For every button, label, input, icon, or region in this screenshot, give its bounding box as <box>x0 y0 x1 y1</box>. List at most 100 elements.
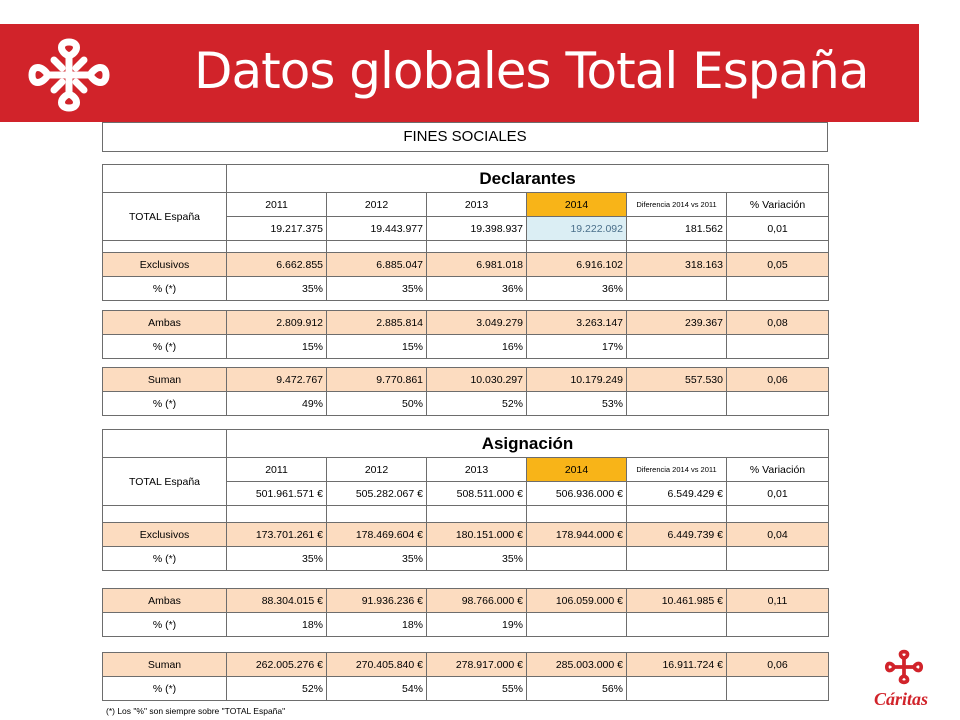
caritas-wordmark: Cáritas <box>874 689 929 709</box>
total-label: TOTAL España <box>102 457 227 506</box>
group-label: Ambas <box>102 310 227 335</box>
group-label: Exclusivos <box>102 522 227 547</box>
pct-cell <box>726 546 829 571</box>
pct-cell <box>726 276 829 301</box>
value-cell: 0,06 <box>726 652 829 677</box>
value-cell: 6.916.102 <box>526 252 627 277</box>
pct-label: % (*) <box>102 612 227 637</box>
pct-cell <box>726 334 829 359</box>
caritas-cross-icon <box>28 38 110 112</box>
section-title-box: FINES SOCIALES <box>102 122 828 152</box>
value-cell: 9.770.861 <box>326 367 427 392</box>
col-header: 2012 <box>326 192 427 217</box>
value-cell: 10.461.985 € <box>626 588 727 613</box>
value-cell: 270.405.840 € <box>326 652 427 677</box>
pct-cell <box>626 546 727 571</box>
group-label: Suman <box>102 652 227 677</box>
value-cell: 0,04 <box>726 522 829 547</box>
pct-label: % (*) <box>102 676 227 701</box>
pct-cell <box>726 676 829 701</box>
value-cell: 0,06 <box>726 367 829 392</box>
declarantes-total-table: Declarantes TOTAL España 2011 2012 2013 … <box>102 164 830 265</box>
pct-cell: 15% <box>326 334 427 359</box>
caritas-cross-icon <box>884 649 924 685</box>
pct-cell: 54% <box>326 676 427 701</box>
col-header: 2011 <box>226 192 327 217</box>
caritas-logo: Cáritas <box>874 645 950 715</box>
col-header: % Variación <box>726 457 829 482</box>
pct-label: % (*) <box>102 391 227 416</box>
value-cell: 262.005.276 € <box>226 652 327 677</box>
pct-label: % (*) <box>102 276 227 301</box>
asignacion-suman-table: Suman 262.005.276 €270.405.840 €278.917.0… <box>102 652 829 701</box>
value-cell: 178.944.000 € <box>526 522 627 547</box>
section-title: FINES SOCIALES <box>403 128 527 145</box>
col-header: Diferencia 2014 vs 2011 <box>626 457 727 482</box>
value-cell: 19.398.937 <box>426 216 527 241</box>
value-cell: 505.282.067 € <box>326 481 427 506</box>
group-label: Exclusivos <box>102 252 227 277</box>
value-cell: 88.304.015 € <box>226 588 327 613</box>
value-cell: 0,11 <box>726 588 829 613</box>
value-cell: 0,01 <box>725 216 830 241</box>
value-cell: 3.049.279 <box>426 310 527 335</box>
pct-cell: 18% <box>226 612 327 637</box>
pct-cell: 35% <box>326 276 427 301</box>
col-header: 2012 <box>326 457 427 482</box>
pct-cell: 52% <box>426 391 527 416</box>
value-cell: 180.151.000 € <box>426 522 527 547</box>
group-label: Suman <box>102 367 227 392</box>
group-label: Ambas <box>102 588 227 613</box>
value-cell: 98.766.000 € <box>426 588 527 613</box>
pct-cell: 35% <box>426 546 527 571</box>
declarantes-heading: Declarantes <box>225 164 830 193</box>
pct-cell <box>726 612 829 637</box>
pct-cell: 53% <box>526 391 627 416</box>
pct-cell <box>626 276 727 301</box>
declarantes-suman-table: Suman 9.472.767 9.770.861 10.030.297 10.179.… <box>102 367 829 416</box>
col-header: 2014 <box>526 192 627 217</box>
value-cell: 3.263.147 <box>526 310 627 335</box>
value-cell: 19.222.092 <box>526 216 627 241</box>
pct-cell <box>526 612 627 637</box>
pct-label: % (*) <box>102 546 227 571</box>
value-cell: 318.163 <box>626 252 727 277</box>
value-cell: 6.981.018 <box>426 252 527 277</box>
pct-cell: 18% <box>326 612 427 637</box>
col-header: 2014 <box>526 457 627 482</box>
value-cell: 6.885.047 <box>326 252 427 277</box>
value-cell: 557.530 <box>626 367 727 392</box>
pct-cell: 36% <box>526 276 627 301</box>
pct-cell: 50% <box>326 391 427 416</box>
col-header: Diferencia 2014 vs 2011 <box>626 192 727 217</box>
value-cell: 10.179.249 <box>526 367 627 392</box>
pct-cell <box>626 334 727 359</box>
value-cell: 106.059.000 € <box>526 588 627 613</box>
header-banner: Datos globales Total España <box>0 24 919 122</box>
value-cell: 16.911.724 € <box>626 652 727 677</box>
value-cell: 6.549.429 € <box>626 481 727 506</box>
declarantes-ambas-table: Ambas 2.809.912 2.885.814 3.049.279 3.263.14… <box>102 310 829 359</box>
value-cell: 0,01 <box>726 481 829 506</box>
pct-cell: 15% <box>226 334 327 359</box>
pct-cell <box>626 676 727 701</box>
col-header: 2013 <box>426 457 527 482</box>
pct-cell: 35% <box>326 546 427 571</box>
declarantes-exclusivos-table: Exclusivos 6.662.855 6.885.047 6.981.018 6.9… <box>102 252 829 301</box>
value-cell: 6.662.855 <box>226 252 327 277</box>
value-cell: 239.367 <box>626 310 727 335</box>
value-cell: 2.809.912 <box>226 310 327 335</box>
value-cell: 173.701.261 € <box>226 522 327 547</box>
col-header: % Variación <box>725 192 830 217</box>
pct-cell: 52% <box>226 676 327 701</box>
pct-cell: 35% <box>226 276 327 301</box>
pct-cell: 36% <box>426 276 527 301</box>
value-cell: 2.885.814 <box>326 310 427 335</box>
asignacion-ambas-table: Ambas 88.304.015 €91.936.236 €98.766.000 … <box>102 588 829 637</box>
value-cell: 6.449.739 € <box>626 522 727 547</box>
value-cell: 285.003.000 € <box>526 652 627 677</box>
asignacion-heading: Asignación <box>226 429 829 458</box>
col-header: 2013 <box>426 192 527 217</box>
value-cell: 178.469.604 € <box>326 522 427 547</box>
pct-cell <box>626 391 727 416</box>
